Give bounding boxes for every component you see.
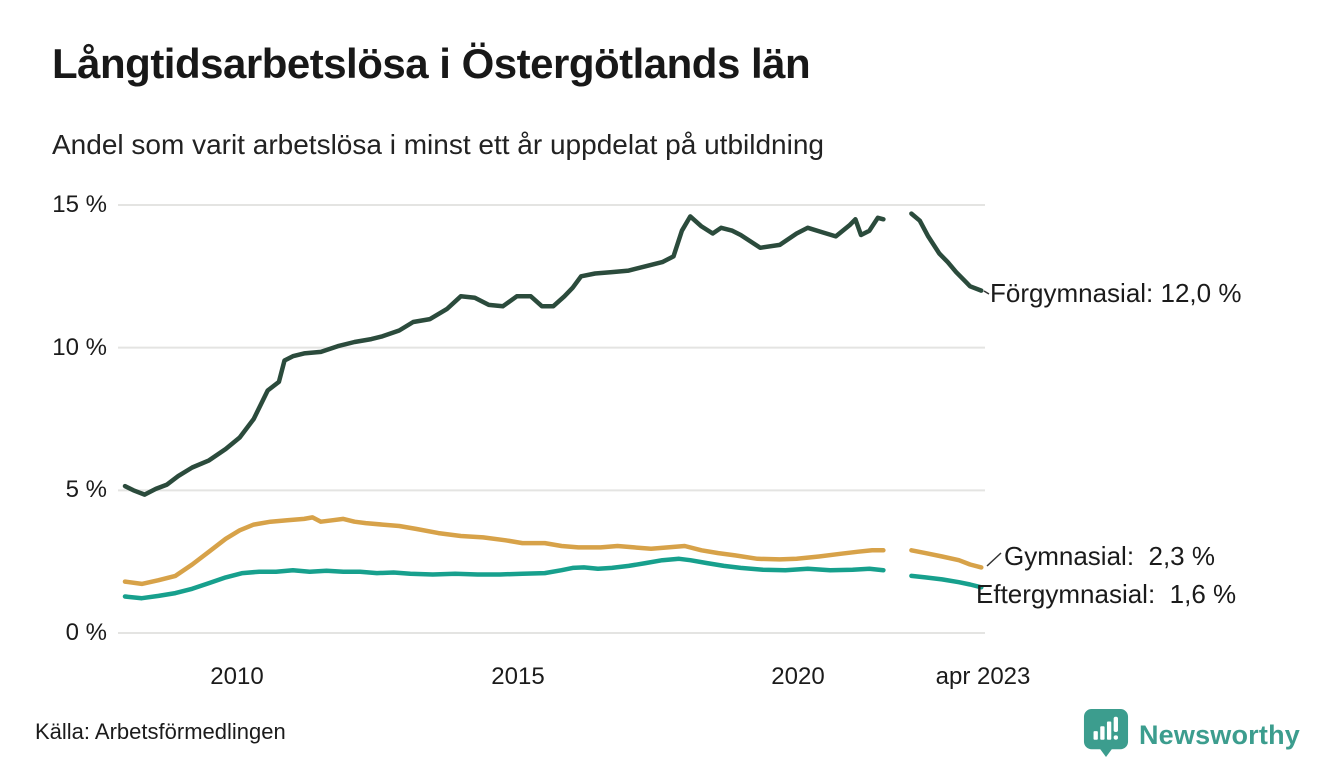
series-label-gymnasial: Gymnasial: 2,3 % bbox=[1004, 541, 1215, 571]
x-tick-apr-2023: apr 2023 bbox=[935, 663, 1031, 690]
page-title: Långtidsarbetslösa i Östergötlands län bbox=[52, 40, 811, 87]
page-subtitle: Andel som varit arbetslösa i minst ett å… bbox=[52, 129, 824, 160]
series-label-eftergymnasial: Eftergymnasial: 1,6 % bbox=[976, 579, 1237, 609]
series-label-forgymnasial: Förgymnasial: 12,0 % bbox=[990, 278, 1242, 308]
x-tick-2015: 2015 bbox=[491, 663, 545, 690]
y-tick-15: 15 % bbox=[52, 191, 107, 218]
y-tick-10: 10 % bbox=[52, 334, 107, 361]
x-tick-2020: 2020 bbox=[771, 663, 825, 690]
newsworthy-logo: Newsworthy bbox=[1083, 708, 1300, 763]
newsworthy-wordmark: Newsworthy bbox=[1138, 720, 1300, 750]
x-tick-2010: 2010 bbox=[210, 663, 264, 690]
y-tick-0: 0 % bbox=[65, 619, 107, 646]
source-note: Källa: Arbetsförmedlingen bbox=[35, 719, 286, 744]
newsworthy-pin-barchart-icon bbox=[1083, 708, 1129, 763]
y-tick-5: 5 % bbox=[65, 476, 107, 503]
